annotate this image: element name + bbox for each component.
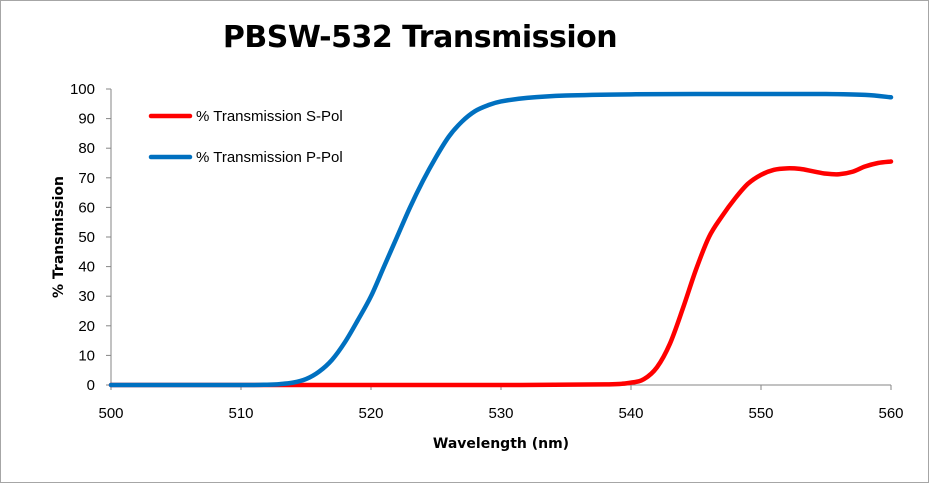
x-tick-label: 520 — [358, 405, 383, 422]
x-tick-label: 540 — [618, 405, 643, 422]
y-tick-label: 100 — [70, 81, 95, 98]
ticks: 0 10 20 30 40 50 60 70 80 90 100 500 510 520 530 540 550… — [70, 81, 904, 422]
y-tick-label: 90 — [78, 111, 95, 128]
axes — [110, 89, 891, 386]
x-tick-label: 560 — [878, 405, 903, 422]
y-tick-label: 50 — [78, 229, 95, 246]
y-tick-label: 80 — [78, 140, 95, 157]
x-tick-label: 500 — [98, 405, 123, 422]
x-tick-label: 510 — [228, 405, 253, 422]
chart-title: PBSW-532 Transmission — [222, 20, 618, 55]
x-tick-label: 550 — [748, 405, 773, 422]
series-line-p-pol — [108, 91, 894, 388]
legend-label: % Transmission P-Pol — [196, 149, 343, 166]
y-tick-label: 20 — [78, 318, 95, 335]
y-tick-label: 40 — [78, 259, 95, 276]
y-tick-label: 0 — [87, 377, 95, 394]
x-tick-label: 530 — [488, 405, 513, 422]
series-lines — [108, 91, 894, 388]
y-tick-label: 60 — [78, 199, 95, 216]
y-axis-title: % Transmission — [51, 176, 67, 298]
y-tick-label: 10 — [78, 347, 95, 364]
x-axis-title: Wavelength (nm) — [433, 436, 569, 452]
legend-label: % Transmission S-Pol — [196, 108, 343, 125]
y-tick-label: 70 — [78, 170, 95, 187]
legend: % Transmission S-Pol % Transmission P-Pol — [148, 108, 343, 166]
y-tick-label: 30 — [78, 288, 95, 305]
series-line-s-pol — [108, 159, 894, 388]
